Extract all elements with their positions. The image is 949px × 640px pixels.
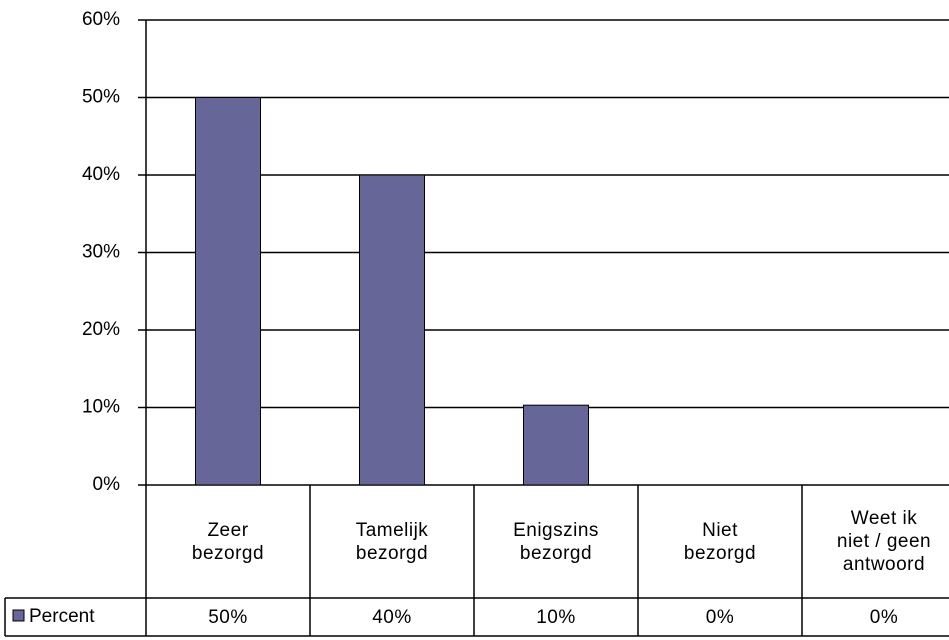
y-tick-label: 40% [82,164,120,185]
data-table-value: 40% [372,606,412,628]
y-tick-label: 60% [82,9,120,30]
bar [359,174,425,486]
x-tick-label: Zeer bezorgd [191,519,265,564]
legend-label: Percent [29,606,95,627]
data-table-value: 50% [208,606,248,628]
y-tick-label: 50% [82,87,120,108]
data-table-value: 0% [869,606,899,628]
data-table-value: 10% [536,606,576,628]
y-tick-label: 30% [82,242,120,263]
x-tick-label: Tamelijk bezorgd [355,519,429,564]
data-table-value: 0% [705,606,735,628]
y-tick-label: 10% [82,397,120,418]
y-tick-label: 20% [82,319,120,340]
x-tick-label: Weet ik niet / geen antwoord [836,508,932,575]
y-tick-label: 0% [93,474,121,495]
x-tick-label: Enigszins bezorgd [513,519,599,564]
legend-swatch [12,609,25,622]
bar [195,97,261,486]
bar [523,404,589,486]
x-tick-label: Niet bezorgd [683,519,757,564]
